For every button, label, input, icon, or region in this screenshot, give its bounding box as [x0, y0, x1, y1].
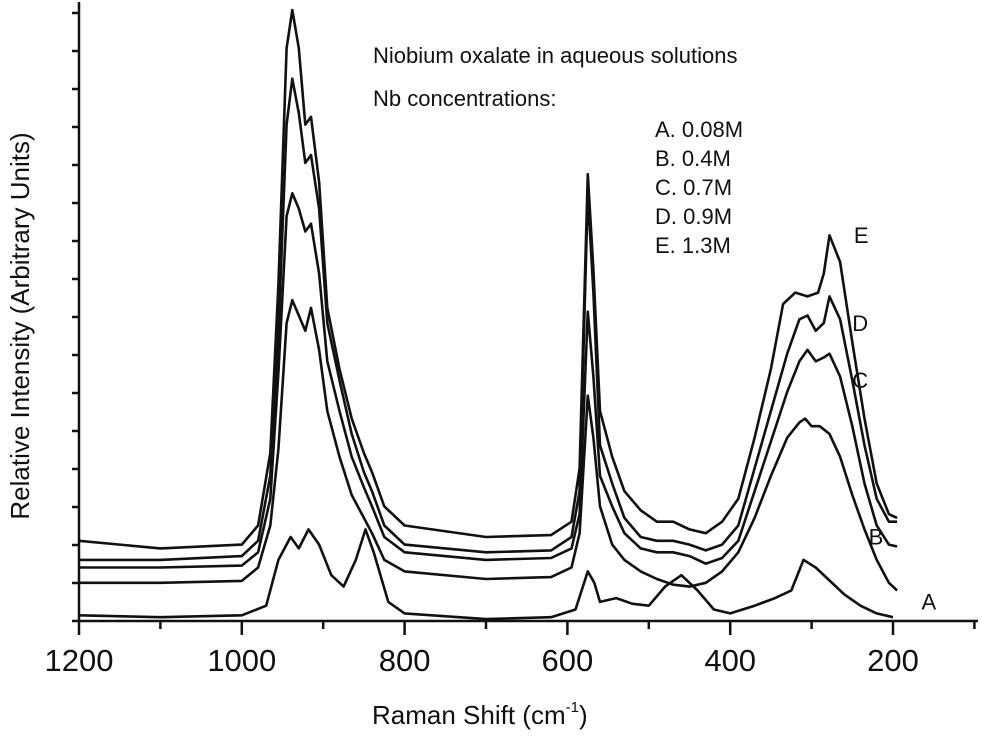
series-c-curve: [79, 192, 898, 569]
series-b-curve: [79, 298, 898, 592]
series-a-label: A: [921, 590, 936, 615]
spectrum-curves: [78, 8, 898, 621]
legend-entry-c: C. 0.7M: [655, 175, 732, 200]
x-tick-label: 800: [379, 643, 431, 678]
legend-entry-b: B. 0.4M: [655, 146, 731, 171]
series-d-curve: [79, 77, 898, 562]
annotation-subtitle: Nb concentrations:: [373, 86, 556, 111]
x-axis-title-main: Raman Shift (cm: [372, 700, 566, 730]
x-tick-label: 1000: [207, 643, 276, 678]
series-e-label: E: [854, 223, 869, 248]
curve-labels: A B C D E: [852, 223, 936, 615]
x-axis-title-end: ): [579, 700, 588, 730]
series-e-curve: [78, 8, 898, 550]
x-tick-label: 400: [704, 643, 756, 678]
series-a-curve: [78, 528, 894, 621]
y-axis-title: Relative Intensity (Arbitrary Units): [5, 132, 35, 519]
plot-frame: [77, 2, 978, 623]
x-tick-label: 200: [867, 643, 919, 678]
series-c-label: C: [852, 368, 868, 393]
x-tick-label: 1200: [45, 643, 114, 678]
x-axis-title-superscript: -1: [566, 699, 579, 716]
legend-entry-d: D. 0.9M: [655, 204, 732, 229]
legend: A. 0.08M B. 0.4M C. 0.7M D. 0.9M E. 1.3M: [655, 117, 743, 258]
series-d-label: D: [852, 311, 868, 336]
series-b-label: B: [869, 525, 884, 550]
legend-entry-e: E. 1.3M: [655, 233, 731, 258]
y-axis-ticks: [72, 11, 79, 623]
legend-entry-a: A. 0.08M: [655, 117, 743, 142]
x-axis-title: Raman Shift (cm-1): [372, 699, 588, 730]
x-axis-tick-labels: 1200 1000 800 600 400 200: [45, 643, 919, 678]
x-tick-label: 600: [542, 643, 594, 678]
annotation-title: Niobium oxalate in aqueous solutions: [373, 43, 737, 68]
x-axis-ticks: [77, 621, 976, 635]
